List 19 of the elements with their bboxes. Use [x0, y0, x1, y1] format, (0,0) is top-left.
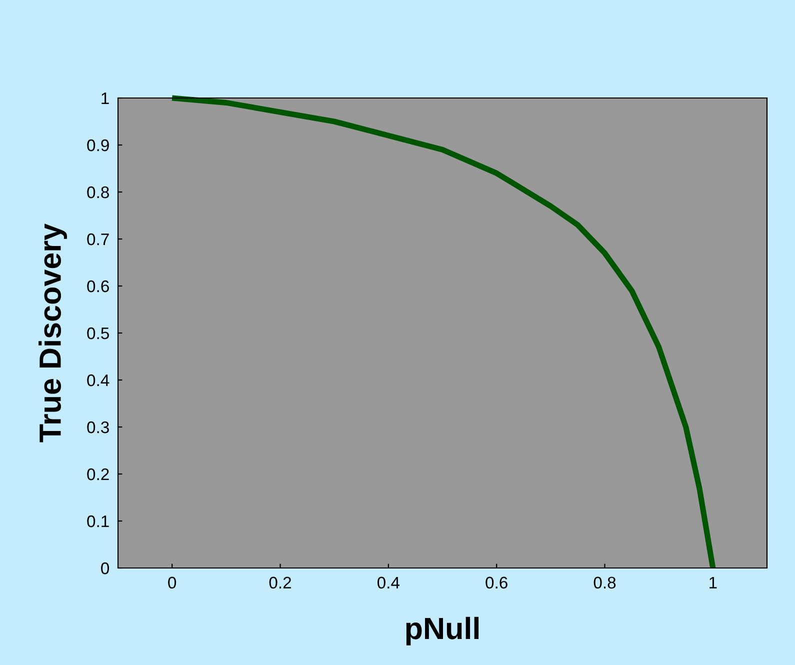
x-tick-label: 0.6	[486, 576, 508, 589]
y-tick-label: 0.8	[87, 186, 109, 198]
x-axis-title: pNull	[406, 616, 479, 646]
y-tick-label: 0.7	[87, 233, 109, 246]
y-tick-label: 0	[101, 562, 110, 574]
y-tick-label: 0.1	[87, 515, 109, 528]
y-tick-label: 0.2	[87, 468, 109, 480]
y-tick-label: 0.5	[87, 327, 109, 340]
x-tick-label: 0.2	[269, 576, 291, 589]
y-tick-label: 1	[102, 92, 109, 104]
x-tick-label: 0.8	[594, 576, 616, 589]
y-tick-label: 0.3	[87, 421, 109, 434]
y-tick-label: 0.4	[87, 374, 110, 386]
y-tick-label: 0.9	[87, 139, 109, 152]
x-tick-label: 1	[710, 576, 717, 588]
y-axis-title: True Discovery	[38, 224, 68, 442]
y-tick-label: 0.6	[87, 280, 109, 292]
x-tick-label: 0	[168, 576, 176, 589]
x-tick-label: 0.4	[377, 576, 400, 589]
